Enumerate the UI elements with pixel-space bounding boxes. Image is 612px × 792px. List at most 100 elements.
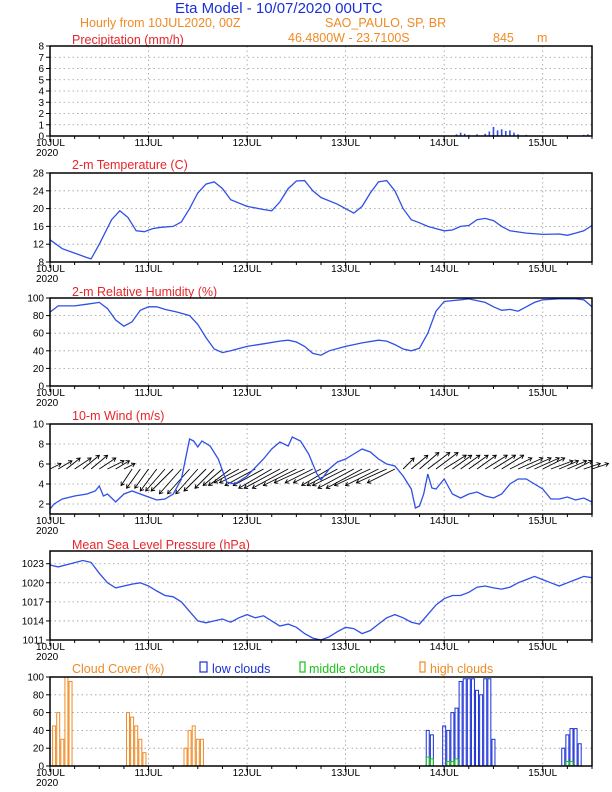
wind-arrow (262, 468, 297, 487)
wind-arrow (232, 468, 264, 487)
wind-y-tick-label: 8 (38, 440, 44, 451)
precip-bar (463, 133, 466, 136)
wind-arrow-shaft (558, 460, 579, 470)
wind-arrow-head (232, 481, 238, 487)
wind-arrow-shaft (334, 468, 371, 486)
precip-bar (488, 131, 491, 136)
wind-arrow-head (194, 484, 199, 489)
low-clouds-legend-label: low clouds (212, 662, 270, 676)
wind-arrow-head (306, 481, 312, 487)
precip-x-tick-label: 12JUL (233, 138, 262, 149)
temp-x-tick-label: 15JUL (528, 264, 557, 275)
low-cloud-bar (491, 738, 496, 767)
cloud-y-tick-label: 60 (33, 708, 45, 719)
wind-arrow-shaft (575, 460, 593, 470)
wind-arrow-head (355, 479, 361, 484)
wind-arrow-shaft (460, 454, 481, 470)
wind-arrow-shaft (526, 457, 552, 470)
mslp-y-tick-label: 1023 (22, 559, 45, 570)
high-cloud-bar (142, 752, 147, 767)
wind-arrow (213, 468, 240, 484)
wind-arrow-head (582, 459, 588, 465)
location-coords: 46.4800W - 23.7100S (288, 31, 410, 45)
wind-x-tick-label: 12JUL (233, 516, 262, 527)
wind-arrow (311, 468, 346, 487)
wind-arrow (134, 468, 149, 489)
cloud-x-tick-label: 11JUL (134, 768, 163, 779)
wind-arrow-shaft (301, 468, 330, 486)
wind-arrow-shaft (90, 454, 108, 470)
wind-arrow-shaft (285, 468, 313, 484)
wind-y-tick-label: 6 (38, 460, 44, 471)
middle-clouds-legend-label: middle clouds (309, 662, 385, 676)
wind-arrow (74, 457, 92, 470)
precip-x-tick-label: 13JUL (331, 138, 360, 149)
precip-y-tick-label: 4 (38, 87, 44, 98)
wind-arrow-shaft (233, 468, 264, 486)
precip-x-tick-label: 11JUL (134, 138, 163, 149)
wind-arrow (145, 468, 166, 492)
wind-arrow-head (555, 456, 561, 462)
wind-arrow-head (519, 454, 525, 460)
cloud-y-tick-label: 80 (33, 690, 45, 701)
wind-arrow-head (604, 462, 610, 467)
low-cloud-bar (573, 728, 578, 767)
wind-arrow (567, 459, 588, 470)
mslp-x-tick-label: 12JUL (233, 642, 262, 653)
wind-arrow-shaft (252, 468, 289, 489)
wind-arrow (243, 468, 281, 489)
wind-arrow-head (125, 460, 131, 465)
wind-arrow (284, 468, 313, 484)
wind-arrow (402, 457, 415, 470)
wind-arrow-shaft (517, 457, 544, 470)
wind-arrow-shaft (591, 463, 609, 470)
precip-y-tick-label: 0 (38, 132, 44, 143)
wind-arrow-shaft (452, 454, 472, 470)
precip-y-tick-label: 3 (38, 98, 44, 109)
wind-arrow-head (183, 486, 189, 492)
wind-arrow-head (120, 481, 125, 487)
wind-arrow-shaft (476, 454, 497, 470)
rh-y-tick-label: 80 (33, 311, 45, 322)
high-cloud-bar (183, 747, 188, 767)
wind-arrow-shaft (183, 468, 207, 492)
wind-arrow-head (344, 481, 350, 487)
cloud-panel-frame (49, 676, 593, 767)
cloud-x-tick-label: 14JUL (430, 768, 459, 779)
wind-arrow (443, 454, 467, 470)
wind-arrow-head (207, 481, 213, 487)
temp-x-tick-label: 12JUL (233, 264, 262, 275)
precip-y-tick-label: 6 (38, 64, 44, 75)
wind-y-tick-label: 4 (38, 480, 44, 491)
middle-cloud-bar (425, 756, 430, 767)
wind-arrow-head (145, 486, 150, 492)
mslp-x-tick-label: 10JUL (36, 642, 65, 653)
temp-y-tick-label: 8 (38, 258, 44, 269)
wind-arrow-shaft (443, 454, 467, 470)
wind-arrow-head (453, 451, 459, 457)
wind-arrow (534, 456, 561, 470)
rh-y-tick-label: 60 (33, 329, 45, 340)
wind-arrow-shaft (202, 468, 223, 486)
wind-arrow-head (134, 484, 139, 489)
low-cloud-bar (450, 712, 455, 767)
wind-arrow-head (130, 462, 136, 468)
low-cloud-bar (487, 678, 492, 767)
temp-series-line (49, 179, 593, 260)
precip-y-tick-label: 2 (38, 109, 44, 120)
wind-arrow-head (317, 484, 323, 489)
wind-arrow (238, 468, 272, 489)
mslp-x-tick-label: 14JUL (430, 642, 459, 653)
wind-arrow-shaft (74, 457, 92, 470)
wind-arrow-head (511, 454, 517, 460)
wind-arrow-head (503, 454, 508, 460)
cloud-panel: 0 20 40 60 80 100 10JUL 11JUL 12JUL 13JUL 14JUL 15J… (27, 673, 593, 789)
wind-arrow-shaft (159, 468, 182, 495)
high-cloud-bar (68, 680, 73, 767)
middle-clouds-legend-swatch (299, 661, 306, 673)
cloud-y-tick-label: 100 (27, 673, 44, 684)
wind-arrow (183, 468, 207, 492)
wind-arrow-head (311, 481, 317, 487)
wind-arrow (202, 468, 223, 487)
